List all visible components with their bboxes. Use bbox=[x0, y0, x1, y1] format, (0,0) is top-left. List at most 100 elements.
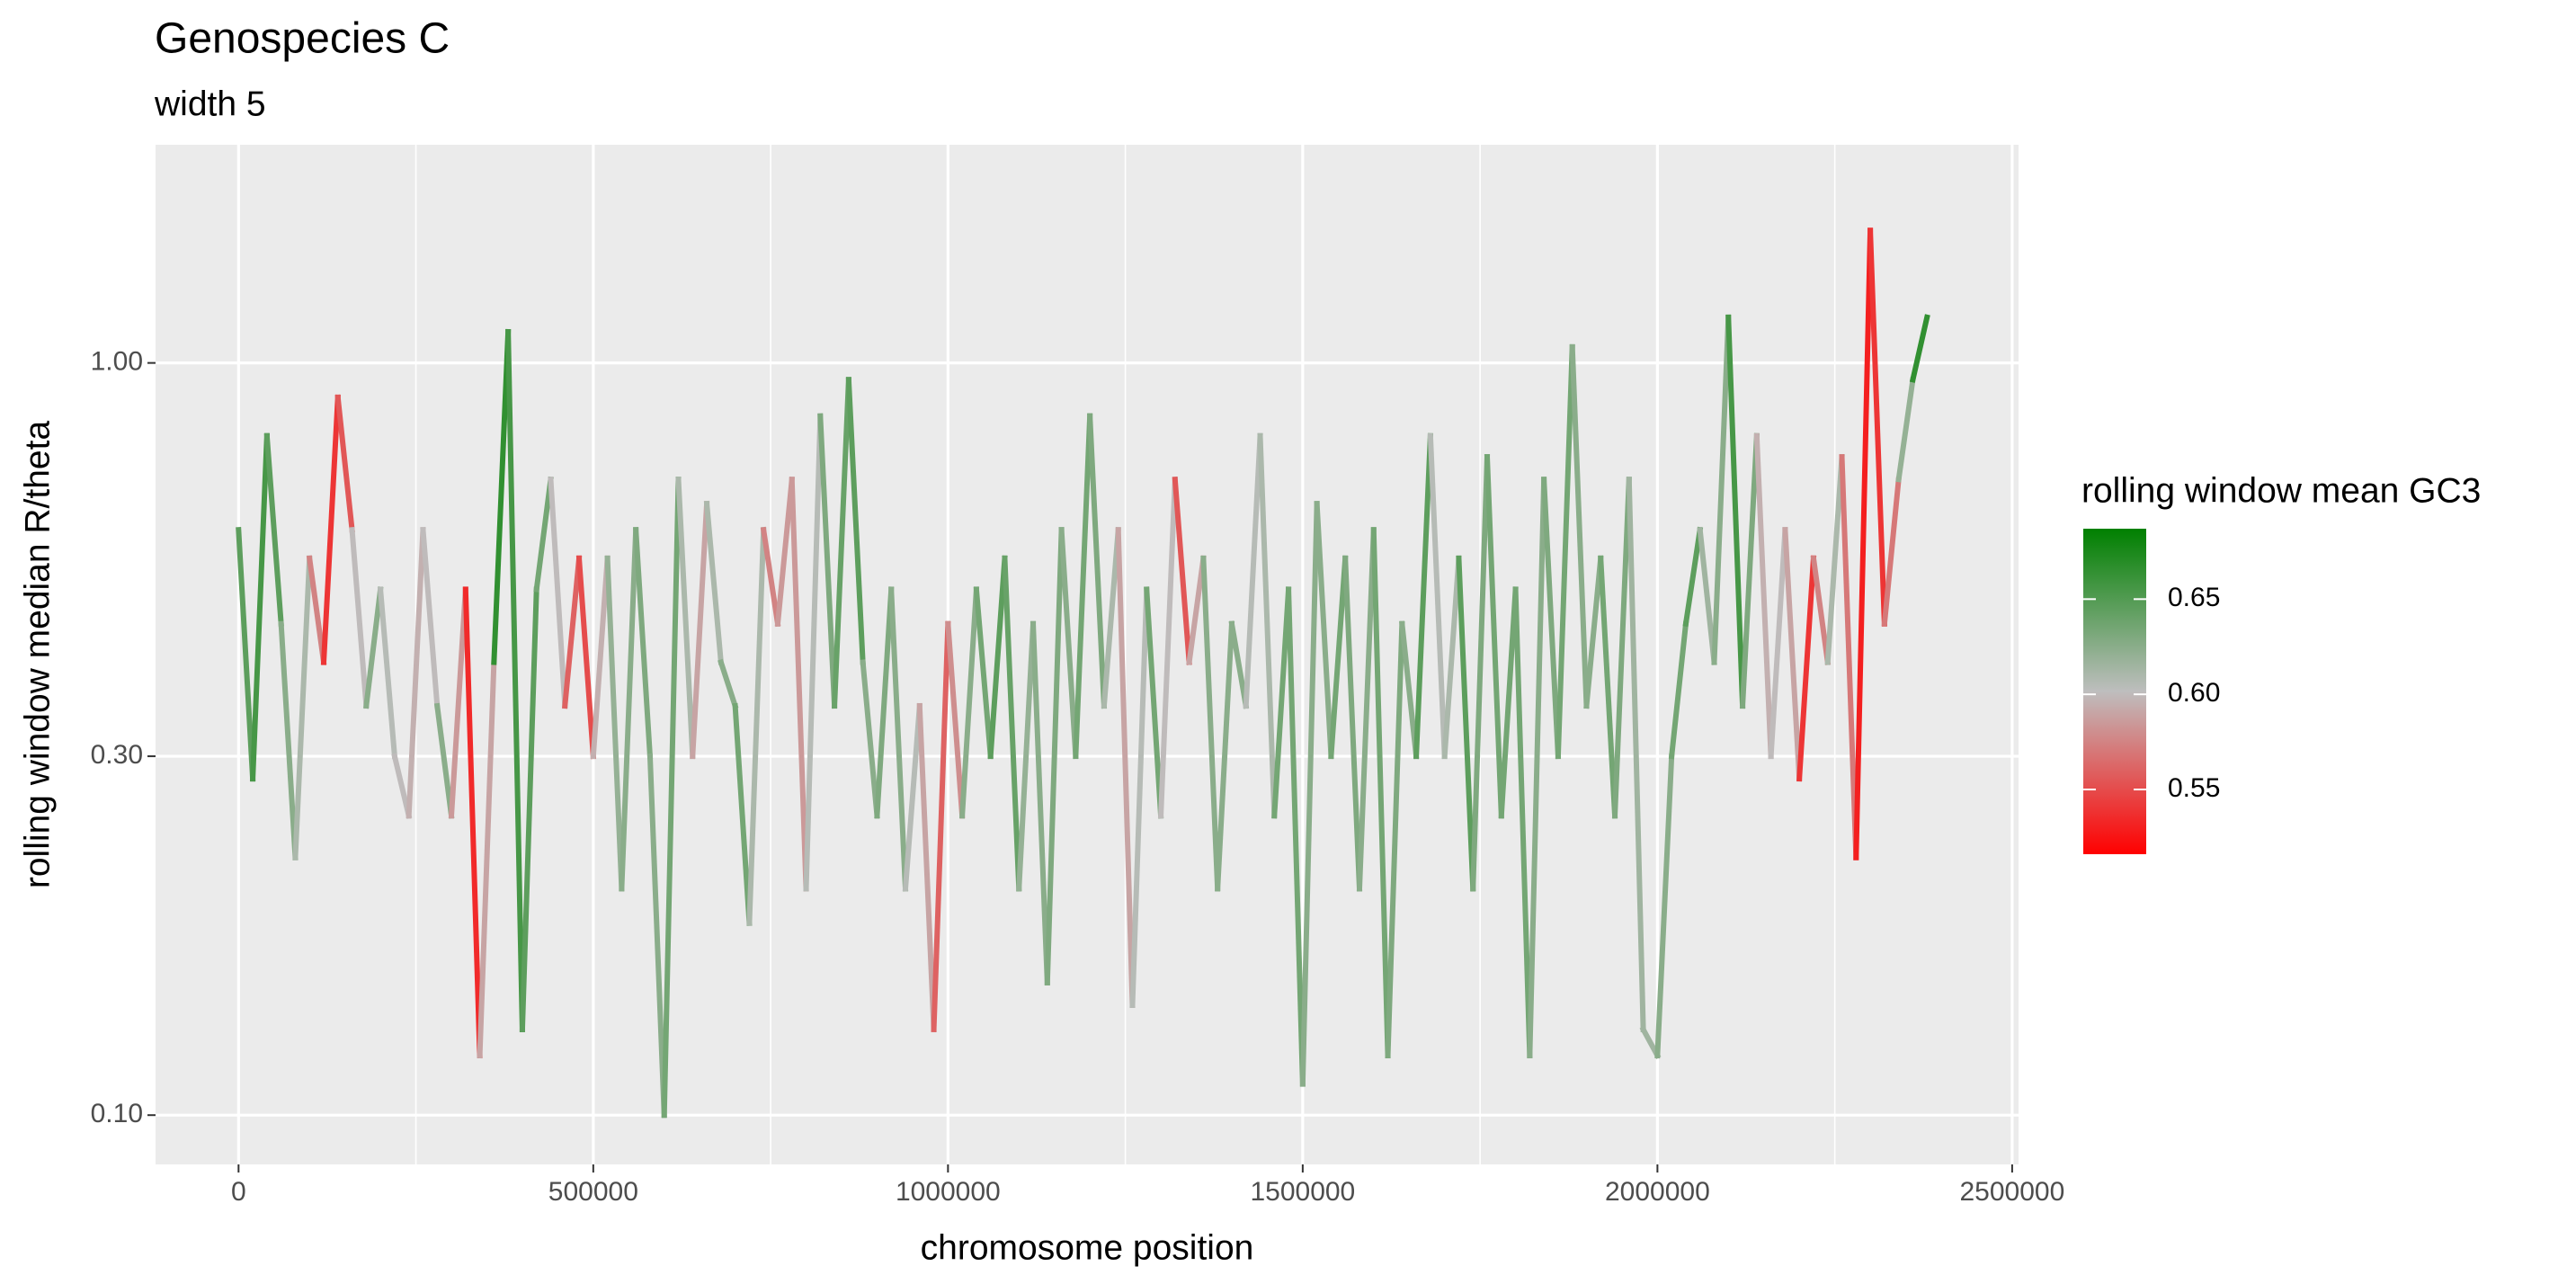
line-segment bbox=[1839, 454, 1859, 860]
line-segment bbox=[263, 432, 284, 627]
line-segment bbox=[306, 555, 327, 665]
line-segment bbox=[519, 586, 539, 1032]
line-segment bbox=[817, 413, 838, 709]
line-segment bbox=[420, 526, 441, 709]
line-segment bbox=[349, 526, 370, 709]
line-segment bbox=[1668, 620, 1689, 760]
line-segment bbox=[774, 476, 796, 628]
line-segment bbox=[789, 477, 809, 892]
line-segment bbox=[548, 477, 568, 709]
chart-title: Genospecies C bbox=[155, 15, 450, 63]
line-segment bbox=[1030, 620, 1050, 986]
y-tick-label: 1.00 bbox=[91, 347, 143, 377]
line-segment bbox=[1228, 620, 1250, 709]
colorbar bbox=[2083, 529, 2146, 854]
line-segment bbox=[363, 586, 384, 709]
line-segment bbox=[1441, 555, 1462, 760]
line-segment bbox=[236, 527, 256, 782]
line-segment bbox=[661, 477, 682, 1119]
line-segment bbox=[1682, 526, 1704, 628]
line-segment bbox=[1895, 376, 1916, 483]
line-segment bbox=[1853, 227, 1874, 860]
y-tick-label: 0.10 bbox=[91, 1099, 143, 1128]
x-tick-label: 2000000 bbox=[1605, 1177, 1710, 1207]
line-segment bbox=[1044, 527, 1065, 985]
x-axis-title: chromosome position bbox=[921, 1228, 1254, 1267]
line-segment bbox=[391, 753, 413, 819]
line-segment bbox=[690, 500, 710, 760]
line-segment bbox=[491, 328, 512, 665]
line-segment bbox=[448, 586, 468, 819]
line-segment bbox=[1101, 526, 1121, 709]
line-segment bbox=[1611, 477, 1632, 819]
line-segment bbox=[1654, 753, 1675, 1059]
line-segment bbox=[760, 526, 781, 628]
line-segment bbox=[703, 500, 725, 665]
line-segment bbox=[888, 586, 909, 892]
line-segment bbox=[477, 659, 497, 1059]
line-segment bbox=[1555, 343, 1575, 760]
line-segment bbox=[533, 476, 554, 593]
line-segment bbox=[619, 527, 639, 892]
line-segment bbox=[902, 702, 923, 892]
line-segment bbox=[1427, 432, 1448, 760]
line-segment bbox=[1413, 432, 1434, 760]
x-tick-label: 2500000 bbox=[1960, 1177, 2065, 1207]
line-segment bbox=[1215, 620, 1235, 892]
line-segment bbox=[1782, 527, 1803, 782]
line-segment bbox=[945, 620, 966, 819]
line-segment bbox=[561, 555, 583, 709]
colorbar-label: 0.65 bbox=[2168, 583, 2220, 612]
line-segment bbox=[1739, 432, 1760, 709]
line-segment bbox=[1073, 413, 1093, 760]
line-segment bbox=[590, 555, 611, 760]
line-segment bbox=[845, 377, 866, 665]
line-segment bbox=[1598, 555, 1618, 819]
line-segment bbox=[1342, 555, 1363, 892]
line-segment bbox=[1569, 343, 1590, 709]
line-segment bbox=[1016, 620, 1037, 892]
line-segment bbox=[1186, 555, 1207, 665]
line-segment bbox=[505, 328, 525, 1032]
line-segment bbox=[874, 586, 895, 819]
line-segment bbox=[732, 702, 753, 926]
line-segment bbox=[1172, 476, 1192, 665]
line-segment bbox=[831, 377, 852, 709]
line-segment bbox=[1711, 314, 1732, 665]
line-segment bbox=[1058, 527, 1079, 760]
line-segment bbox=[973, 586, 994, 760]
line-segment bbox=[1314, 500, 1334, 760]
y-tick-label: 0.30 bbox=[91, 740, 143, 770]
line-segment bbox=[1512, 586, 1533, 1059]
line-segment bbox=[931, 620, 951, 1032]
line-segment bbox=[406, 527, 426, 819]
line-segment bbox=[1399, 620, 1420, 760]
line-segment bbox=[1200, 555, 1221, 892]
line-segment bbox=[433, 702, 455, 819]
line-segment bbox=[320, 394, 341, 665]
line-segment bbox=[646, 753, 667, 1119]
line-segment bbox=[462, 586, 483, 1059]
line-segment bbox=[249, 432, 270, 782]
line-segment bbox=[1129, 586, 1150, 1009]
line-segment bbox=[1867, 227, 1887, 627]
line-segment bbox=[1087, 413, 1108, 709]
line-segment bbox=[1115, 527, 1136, 1009]
line-segment bbox=[1909, 314, 1930, 383]
line-segment bbox=[1328, 555, 1349, 760]
line-segment bbox=[1257, 432, 1278, 819]
y-axis-title: rolling window median R/theta bbox=[18, 421, 57, 889]
line-segment bbox=[916, 702, 937, 1033]
line-segment bbox=[987, 555, 1008, 760]
line-segment bbox=[1725, 314, 1746, 709]
line-segment bbox=[1370, 527, 1391, 1059]
line-segment bbox=[278, 620, 299, 860]
colorbar-label: 0.55 bbox=[2168, 773, 2220, 803]
line-segment bbox=[1144, 586, 1164, 819]
line-segment bbox=[1796, 555, 1817, 782]
colorbar-label: 0.60 bbox=[2168, 678, 2220, 708]
line-segment bbox=[377, 586, 398, 760]
line-segment bbox=[1824, 453, 1845, 665]
line-segment bbox=[1626, 477, 1646, 1032]
line-segment bbox=[334, 394, 355, 533]
